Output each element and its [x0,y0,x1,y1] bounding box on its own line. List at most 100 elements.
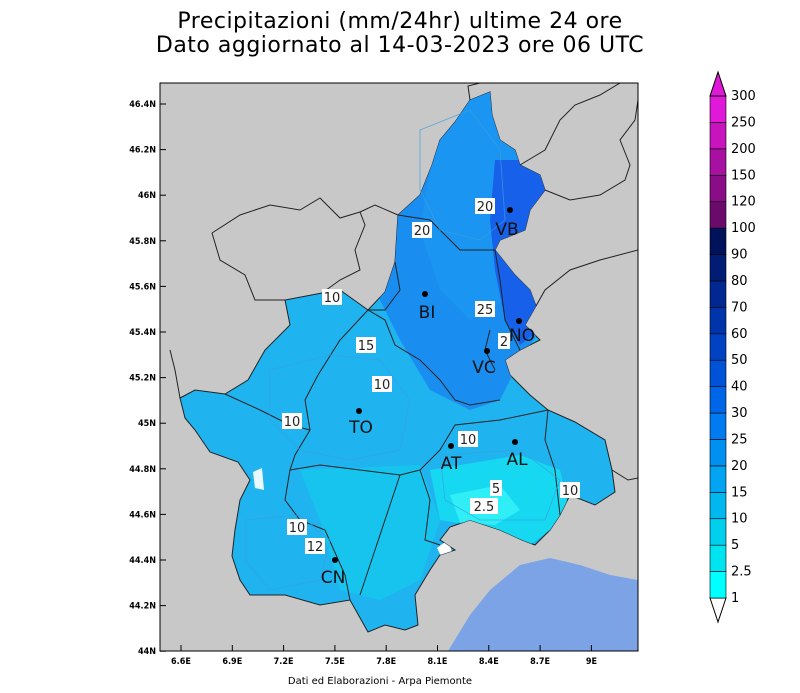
contour-label-bg [475,198,495,214]
x-tick-label: 6.6E [171,657,191,667]
map-subtitle: Dato aggiornato al 14-03-2023 ore 06 UTC [155,33,645,58]
colorbar-label: 1 [731,591,739,606]
colorbar-segment [709,122,727,150]
contour-label: 10 [460,433,477,448]
sea-area [448,558,638,651]
contour-label-bg [470,498,498,514]
y-axis: 46.4N 46.2N 46N 45.8N 45.6N 45.4N 45.2N 45N 44.8… [129,100,166,657]
colorbar-segment [709,280,727,308]
contour-label: 20 [414,224,431,239]
contour-label-bg [490,480,502,496]
colorbar-segment [709,148,727,176]
x-tick-label: 8.4E [479,657,499,667]
contour-label-bg [287,519,307,535]
colorbar-segment [709,307,727,335]
colorbar-label: 300 [731,89,756,104]
city-marker [484,348,490,354]
contour-label-bg [322,289,342,305]
x-tick-label: 6.9E [222,657,242,667]
colorbar-segment [709,571,727,599]
external-borders [169,83,638,481]
colorbar-label: 50 [731,353,748,368]
colorbar-segment [709,465,727,493]
contour-label: 2.5 [474,500,495,515]
x-tick-label: 8.7E [530,657,550,667]
colorbar-label: 30 [731,406,748,421]
colorbar-label: 15 [731,485,748,500]
colorbar-segment [709,227,727,255]
contour-label-bg [282,413,302,429]
city-label: TO [348,418,373,438]
x-tick-label: 7.5E [325,657,345,667]
contour-label-bg [475,301,495,317]
colorbar-label: 100 [731,221,756,236]
x-axis: 6.6E 6.9E 7.2E 7.5E 7.8E 8.1E 8.4E 8.7E 9E [171,645,597,667]
colorbar-label: 20 [731,459,748,474]
contour-label: 10 [289,521,306,536]
contour-label: 5 [492,482,500,497]
y-tick-label: 45.8N [129,237,156,247]
contour-label: 12 [307,540,324,555]
piemonte-region [179,91,616,633]
y-tick-label: 45.2N [129,374,156,384]
city-marker [356,408,362,414]
y-tick-label: 44.8N [129,465,156,475]
contour-label-bg [372,376,392,392]
colorbar-label: 120 [731,195,756,210]
colorbar-label: 60 [731,327,748,342]
contour-label-bg [498,333,510,349]
credit-text: Dati ed Elaborazioni - Arpa Piemonte [287,676,473,687]
contour-label: 10 [562,484,579,499]
city-marker [422,291,428,297]
y-tick-label: 46.4N [129,100,156,110]
contour-label: 2 [500,335,508,350]
colorbar-label: 90 [731,248,748,263]
map-title: Precipitazioni (mm/24hr) ultime 24 ore [177,9,623,34]
colorbar-label: 250 [731,115,756,130]
city-marker [507,207,513,213]
colorbar-segment [709,544,727,572]
colorbar: 1 2.5 5 10 15 20 25 30 40 50 60 70 80 90 100 120 150 200 2… [709,70,756,624]
colorbar-label: 25 [731,432,748,447]
city-label: AL [506,450,528,470]
city-marker [512,439,518,445]
precip-zone-lt1-west [253,468,264,490]
colorbar-segment [709,174,727,202]
colorbar-segment [709,333,727,361]
y-tick-label: 46N [138,191,156,201]
x-tick-label: 9E [586,657,597,667]
colorbar-label: 2.5 [731,565,752,580]
colorbar-segment [709,386,727,414]
y-tick-label: 45N [138,419,156,429]
city-label: AT [441,454,462,474]
colorbar-label: 80 [731,274,748,289]
y-tick-label: 45.4N [129,328,156,338]
contour-label-bg [356,337,376,353]
colorbar-segment [709,518,727,546]
contour-lines [244,109,561,591]
colorbar-max-arrow [709,70,727,97]
colorbar-label: 40 [731,380,748,395]
colorbar-segment [709,95,727,123]
colorbar-label: 70 [731,300,748,315]
city-markers: VB BI NO VC TO AT AL CN [321,207,535,588]
colorbar-segment [709,412,727,440]
contour-label-bg [560,482,580,498]
city-marker [516,318,522,324]
contour-label: 10 [324,291,341,306]
colorbar-segment [709,201,727,229]
y-tick-label: 44.2N [129,602,156,612]
contour-label-bg [458,431,478,447]
contour-label: 15 [358,339,375,354]
city-label: VB [495,220,518,240]
colorbar-label: 5 [731,538,739,553]
colorbar-segment [709,254,727,282]
colorbar-label: 200 [731,142,756,157]
contour-label: 25 [477,303,494,318]
city-label: VC [472,358,496,378]
colorbar-label: 10 [731,512,748,527]
contour-label: 10 [284,415,301,430]
city-label: CN [321,568,346,588]
